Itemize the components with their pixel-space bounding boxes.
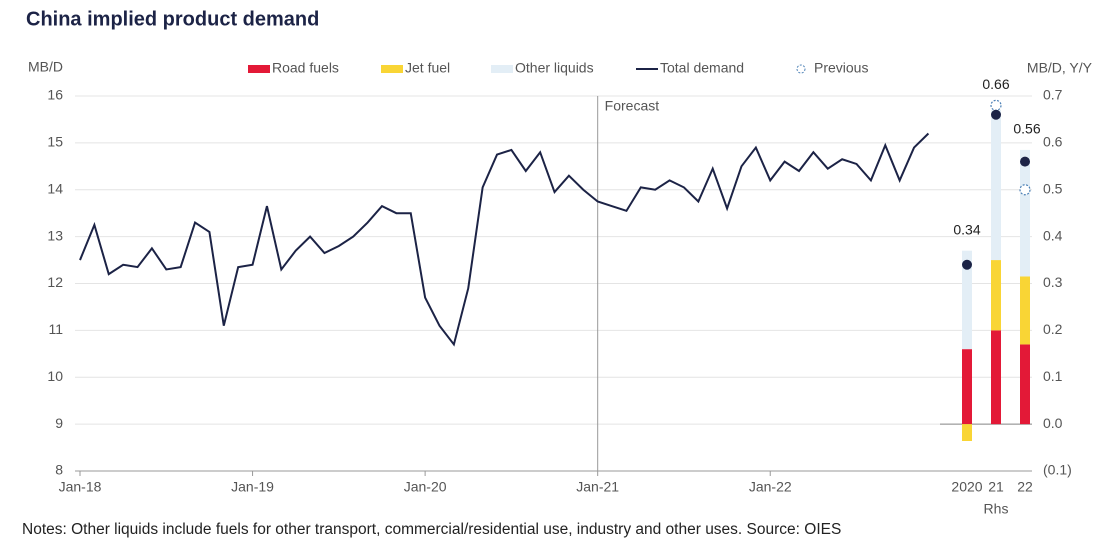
bar-segment	[991, 330, 1001, 425]
y-tick-label: 9	[55, 415, 63, 431]
y2-axis-label: MB/D, Y/Y	[1027, 60, 1093, 76]
value-label: 0.66	[982, 76, 1009, 92]
total-demand-line	[79, 132, 930, 347]
x-tick-label: 21	[988, 479, 1004, 495]
legend-label: Total demand	[660, 60, 744, 76]
x-tick-label: Jan-20	[404, 479, 447, 495]
legend-label: Other liquids	[515, 60, 594, 76]
bar-segment	[1020, 149, 1030, 277]
y2-tick-label: 0.1	[1043, 368, 1063, 384]
value-label: 0.34	[953, 221, 980, 237]
x-tick-label: Jan-18	[59, 479, 102, 495]
bar-segment	[962, 250, 972, 350]
y2-tick-label: 0.4	[1043, 227, 1063, 243]
x-tick-label: 22	[1017, 479, 1033, 495]
y-tick-label: 11	[48, 321, 63, 337]
y-tick-label: 10	[47, 368, 63, 384]
y-tick-label: 16	[47, 87, 63, 103]
y2-tick-label: 0.2	[1043, 321, 1063, 337]
bar-segment	[991, 110, 1001, 261]
y2-tick-label: 0.3	[1043, 274, 1063, 290]
annotation: Forecast	[605, 98, 660, 114]
bar-segment	[962, 349, 972, 425]
notes: Notes: Other liquids include fuels for o…	[22, 521, 841, 538]
x-tick-label: Jan-19	[231, 479, 274, 495]
legend-swatch	[796, 64, 806, 74]
bar-segment	[1020, 344, 1030, 425]
legend-label: Road fuels	[272, 60, 339, 76]
previous-marker	[990, 99, 1002, 111]
legend-label: Previous	[814, 60, 868, 76]
y2-tick-label: (0.1)	[1043, 462, 1072, 478]
x-tick-label: 2020	[951, 479, 982, 495]
bar-segment	[962, 424, 972, 441]
y-tick-label: 14	[47, 180, 63, 196]
bar-segment	[1020, 276, 1030, 345]
y2-tick-label: 0.0	[1043, 415, 1063, 431]
total-marker	[1020, 156, 1030, 167]
legend-swatch	[248, 65, 270, 73]
x-axis-label: Rhs	[984, 501, 1009, 517]
y2-tick-label: 0.5	[1043, 180, 1063, 196]
y-tick-label: 8	[55, 462, 63, 478]
legend-swatch	[491, 65, 513, 73]
y-axis-label: MB/D	[28, 59, 63, 75]
y-tick-label: 13	[47, 227, 63, 243]
total-marker	[991, 109, 1001, 120]
previous-marker	[1019, 184, 1031, 196]
y-tick-label: 12	[47, 274, 63, 290]
legend-label: Jet fuel	[405, 60, 450, 76]
y2-tick-label: 0.6	[1043, 134, 1063, 150]
chart-title: China implied product demand	[26, 8, 319, 30]
y2-tick-label: 0.7	[1043, 87, 1063, 103]
y-tick-label: 15	[47, 134, 63, 150]
x-tick-label: Jan-21	[576, 479, 619, 495]
value-label: 0.56	[1013, 121, 1040, 137]
x-tick-label: Jan-22	[749, 479, 792, 495]
bar-segment	[991, 260, 1001, 331]
legend-swatch	[381, 65, 403, 73]
total-marker	[962, 259, 972, 270]
